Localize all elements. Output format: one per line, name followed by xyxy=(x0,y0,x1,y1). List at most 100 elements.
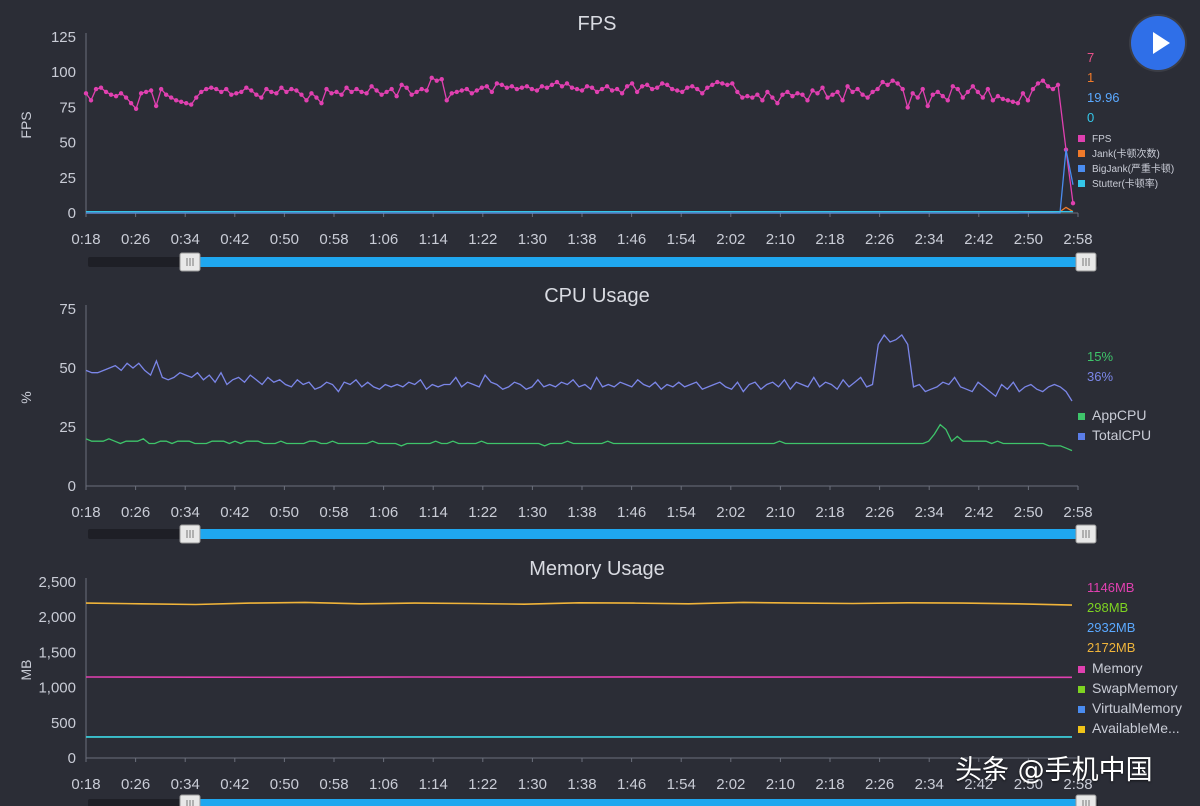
data-point xyxy=(474,88,480,93)
data-point xyxy=(634,89,640,95)
y-tick-label: 2,000 xyxy=(38,609,76,626)
data-point xyxy=(780,92,785,97)
data-point xyxy=(128,100,134,106)
data-point xyxy=(284,89,289,95)
x-tick-label: 2:18 xyxy=(815,776,844,793)
data-point xyxy=(710,82,715,88)
data-point xyxy=(539,84,545,89)
x-tick-label: 1:06 xyxy=(369,504,398,521)
x-tick-label: 2:02 xyxy=(716,231,745,248)
data-point xyxy=(379,92,384,97)
data-point xyxy=(820,85,825,90)
legend-label: AppCPU xyxy=(1092,407,1146,423)
data-point xyxy=(269,89,274,95)
data-point xyxy=(314,95,319,100)
data-point xyxy=(399,82,404,88)
data-point xyxy=(965,89,971,95)
data-point xyxy=(289,86,294,92)
data-point xyxy=(1010,99,1016,104)
data-point xyxy=(960,95,966,100)
x-tick-label: 2:18 xyxy=(815,504,844,521)
data-point xyxy=(1035,81,1041,86)
current-value: 2932MB xyxy=(1087,620,1135,635)
data-point xyxy=(925,103,930,109)
y-tick-label: 75 xyxy=(59,301,76,318)
data-point xyxy=(244,85,249,90)
data-point xyxy=(675,88,680,93)
data-point xyxy=(424,88,429,93)
x-tick-label: 2:26 xyxy=(865,504,894,521)
data-point xyxy=(690,84,695,89)
data-point xyxy=(369,84,374,89)
data-point xyxy=(775,100,780,106)
data-point xyxy=(800,92,805,97)
x-tick-label: 2:58 xyxy=(1063,776,1092,793)
current-value: 0 xyxy=(1087,110,1094,125)
data-point xyxy=(103,89,109,95)
data-point xyxy=(955,86,960,92)
legend-label: SwapMemory xyxy=(1092,680,1178,696)
data-point xyxy=(785,89,790,95)
data-point xyxy=(319,100,324,106)
legend-swatch xyxy=(1078,165,1085,172)
data-point xyxy=(920,86,925,92)
data-point xyxy=(589,85,595,90)
data-point xyxy=(685,85,690,90)
x-tick-label: 0:26 xyxy=(121,776,150,793)
x-tick-label: 0:42 xyxy=(220,504,249,521)
data-point xyxy=(935,89,940,95)
data-point xyxy=(975,89,981,95)
data-point xyxy=(644,82,650,88)
data-point xyxy=(945,98,950,103)
data-point xyxy=(158,86,164,92)
y-tick-label: 125 xyxy=(51,29,76,46)
x-tick-label: 0:34 xyxy=(171,231,200,248)
data-point xyxy=(469,91,474,96)
x-tick-label: 0:26 xyxy=(121,231,150,248)
data-point xyxy=(865,95,870,100)
range-slider[interactable] xyxy=(88,524,1098,544)
play-icon xyxy=(1153,32,1170,54)
legend-label: AvailableMe... xyxy=(1092,720,1180,736)
chart-memory: Memory Usage MB 2,500 2,000 1,500 1,000 500 0 0:… xyxy=(18,558,1182,806)
x-tick-label: 0:18 xyxy=(71,776,100,793)
data-point xyxy=(344,85,349,90)
data-point xyxy=(599,86,605,92)
series-line-0 xyxy=(85,423,1073,452)
legend-label: Stutter(卡顿率) xyxy=(1092,177,1158,190)
x-tick-label: 0:18 xyxy=(71,231,100,248)
y-tick-label: 50 xyxy=(59,360,76,377)
data-point xyxy=(83,91,89,96)
current-value: 1 xyxy=(1087,70,1094,85)
data-point xyxy=(329,91,334,96)
data-point xyxy=(594,89,600,95)
x-tick-label: 0:50 xyxy=(270,504,299,521)
data-point xyxy=(389,86,394,92)
x-tick-label: 2:42 xyxy=(964,231,993,248)
data-point xyxy=(1000,96,1006,102)
data-point xyxy=(163,92,169,97)
x-tick-label: 2:10 xyxy=(766,231,795,248)
data-point xyxy=(614,86,620,92)
data-point xyxy=(494,81,500,86)
data-point xyxy=(374,88,379,93)
x-tick-label: 2:02 xyxy=(716,776,745,793)
watermark: 头条 @手机中国 xyxy=(955,755,1153,786)
y-axis-label: FPS xyxy=(18,111,34,138)
data-point xyxy=(143,89,149,95)
x-tick-label: 0:58 xyxy=(319,504,348,521)
data-point xyxy=(524,84,530,89)
x-tick-label: 1:46 xyxy=(617,231,646,248)
range-slider[interactable] xyxy=(88,794,1098,806)
data-point xyxy=(700,91,705,96)
data-point xyxy=(153,103,159,109)
x-tick-label: 2:18 xyxy=(815,231,844,248)
x-tick-label: 0:18 xyxy=(71,504,100,521)
range-slider[interactable] xyxy=(88,252,1098,272)
play-button[interactable] xyxy=(1131,16,1185,70)
current-value: 2172MB xyxy=(1087,640,1135,655)
data-point xyxy=(264,86,269,92)
data-point xyxy=(394,93,399,99)
data-point xyxy=(659,81,665,86)
